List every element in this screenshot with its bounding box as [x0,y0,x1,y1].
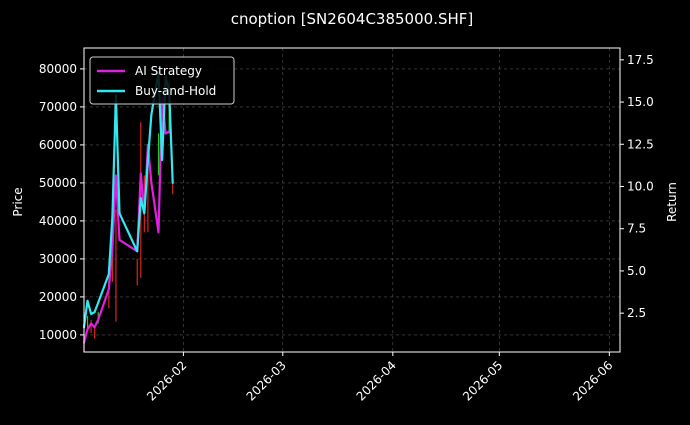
y-axis-label: Price [11,187,25,216]
axes [80,47,624,356]
legend-label: Buy-and-Hold [135,84,216,98]
legend-box [89,56,235,105]
buy-and-hold-line [82,71,174,329]
candle-down [94,325,96,339]
candle-down [147,152,149,233]
legend: AI Strategy Buy-and-Hold [89,56,235,105]
candle-down [108,277,110,309]
y-right-tick-label: 5.0 [627,264,646,278]
y-tick-label: 80000 [39,62,77,76]
plot-frame [83,47,621,353]
candle-down [111,247,113,282]
y-axis-right-label: Return [665,182,679,222]
y-tick-label: 50000 [39,176,77,190]
y-tick-label: 20000 [39,290,77,304]
candle-up [157,133,160,176]
grid [84,48,620,352]
y-right-tick-label: 17.5 [627,53,654,67]
y-right-tick-label: 15.0 [627,95,654,109]
legend-label: AI Strategy [135,64,202,78]
y-tick-label: 10000 [39,328,77,342]
series-lines [82,71,174,344]
y-tick-label: 30000 [39,252,77,266]
y-right-tick-label: 7.5 [627,222,646,236]
y-right-tick-label: 2.5 [627,306,646,320]
y-tick-label: 40000 [39,214,77,228]
candle-down [136,258,138,286]
y-tick-label: 60000 [39,138,77,152]
y-right-tick-label: 12.5 [627,137,654,151]
y-right-tick-label: 10.0 [627,179,654,193]
candle-up [86,315,89,332]
y-tick-label: 70000 [39,100,77,114]
candle-down [172,175,174,195]
candle-down [115,209,117,322]
chart-title: cnoption [SN2604C385000.SHF] [231,10,474,28]
ai-strategy-line [82,96,171,344]
candle-down [90,319,92,333]
